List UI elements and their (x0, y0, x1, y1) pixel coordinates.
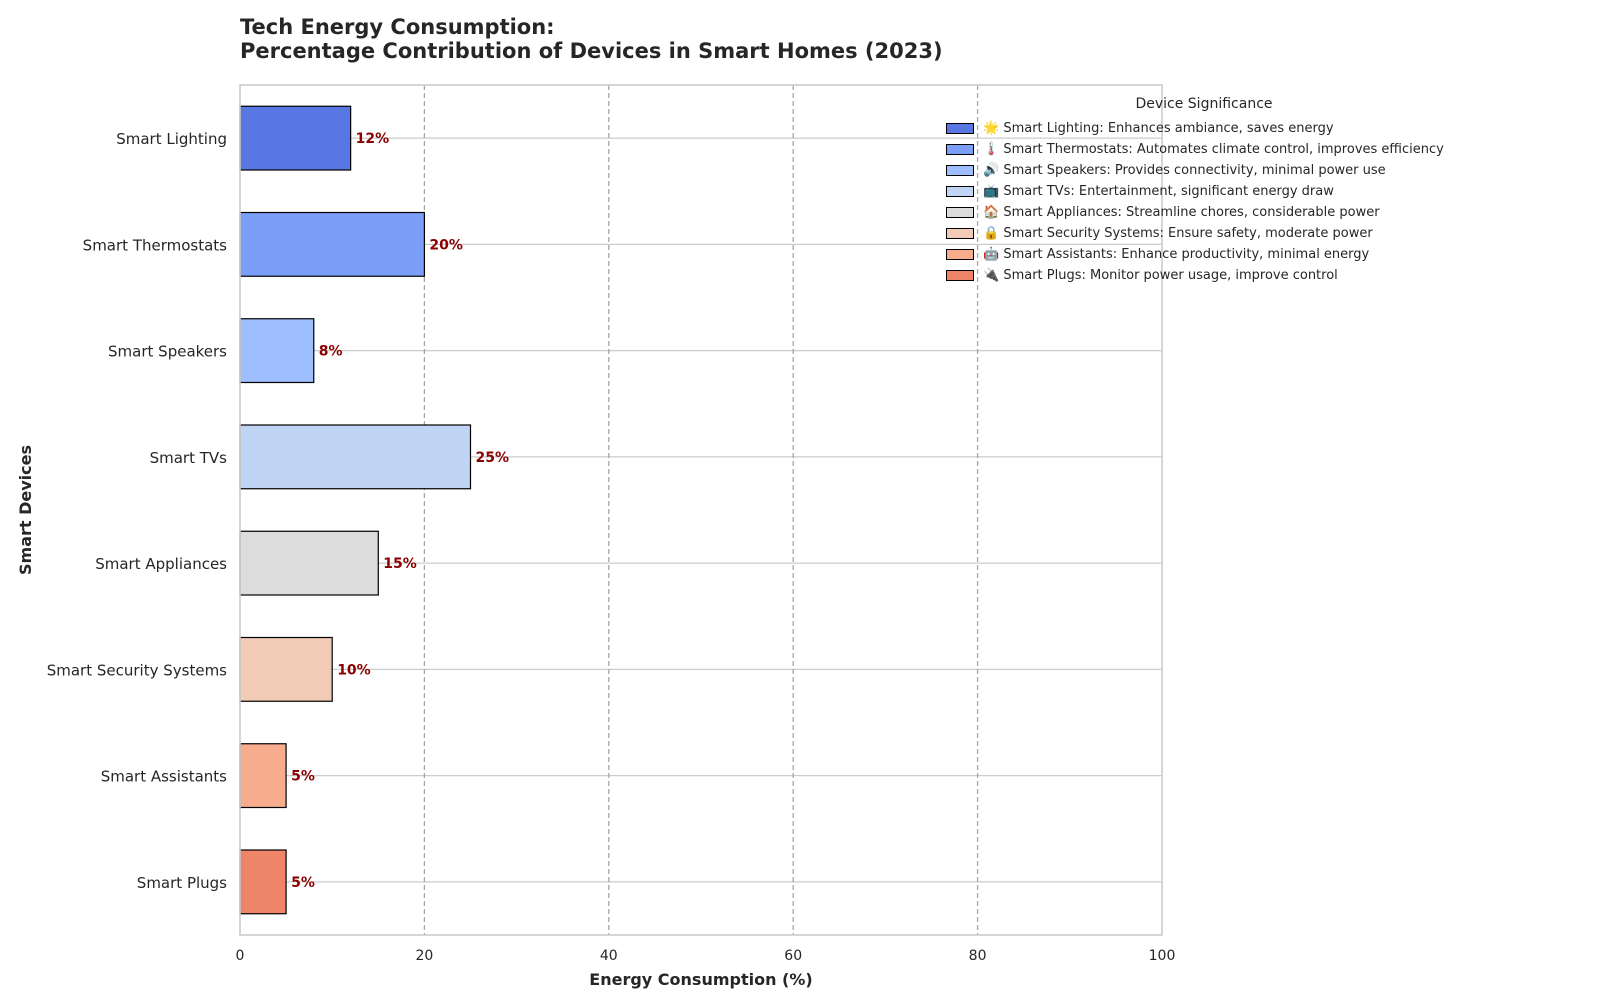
x-tick-label: 80 (969, 948, 987, 964)
legend-label: 🔌 Smart Plugs: Monitor power usage, impr… (983, 268, 1338, 283)
bar-value-label: 8% (319, 344, 343, 360)
legend-swatch (946, 144, 974, 155)
x-tick-label: 40 (600, 948, 618, 964)
legend-item: 📺 Smart TVs: Entertainment, significant … (936, 181, 1334, 202)
x-tick-label: 20 (415, 948, 433, 964)
bar (239, 424, 472, 490)
bar (239, 636, 333, 702)
legend-item: 🤖 Smart Assistants: Enhance productivity… (936, 244, 1369, 265)
bar-value-label: 12% (356, 131, 390, 147)
legend-label: 🌟 Smart Lighting: Enhances ambiance, sav… (983, 121, 1334, 136)
legend-label: 🏠 Smart Appliances: Streamline chores, c… (983, 205, 1380, 220)
bar-value-label: 5% (291, 875, 315, 891)
y-tick-label: Smart Appliances (95, 555, 227, 573)
y-tick-label: Smart TVs (150, 449, 228, 467)
x-tick-label: 0 (236, 948, 245, 964)
legend-swatch (946, 270, 974, 281)
legend-label: 🌡️ Smart Thermostats: Automates climate … (983, 142, 1444, 157)
chart-subtitle: Percentage Contribution of Devices in Sm… (240, 39, 943, 63)
bar (239, 743, 287, 809)
bar (239, 849, 287, 915)
legend-item: 🌟 Smart Lighting: Enhances ambiance, sav… (936, 118, 1334, 139)
legend-swatch (946, 249, 974, 260)
legend-swatch (946, 186, 974, 197)
bar-value-label: 15% (383, 556, 417, 572)
legend-label: 📺 Smart TVs: Entertainment, significant … (983, 184, 1334, 199)
legend-item: 🌡️ Smart Thermostats: Automates climate … (936, 139, 1444, 160)
bar (239, 530, 379, 596)
bar-value-label: 5% (291, 769, 315, 785)
y-tick-label: Smart Assistants (101, 768, 227, 786)
x-tick-label: 60 (784, 948, 802, 964)
bar-value-label: 25% (476, 450, 510, 466)
legend-label: 🔊 Smart Speakers: Provides connectivity,… (983, 163, 1386, 178)
chart-title: Tech Energy Consumption: Percentage Cont… (240, 15, 943, 63)
legend-swatch (946, 228, 974, 239)
bar (239, 211, 425, 277)
bar-value-label: 20% (429, 237, 463, 253)
y-tick-label: Smart Thermostats (83, 236, 228, 254)
bar (239, 105, 352, 171)
legend-swatch (946, 207, 974, 218)
y-tick-label: Smart Plugs (137, 874, 227, 892)
legend-item: 🔒 Smart Security Systems: Ensure safety,… (936, 223, 1373, 244)
plot-frame (239, 84, 1163, 936)
bar-value-label: 10% (337, 662, 371, 678)
x-axis-label: Energy Consumption (%) (589, 970, 812, 989)
bar (239, 318, 315, 384)
legend-item: 🏠 Smart Appliances: Streamline chores, c… (936, 202, 1380, 223)
legend-label: 🤖 Smart Assistants: Enhance productivity… (983, 247, 1370, 262)
legend-label: 🔒 Smart Security Systems: Ensure safety,… (983, 226, 1373, 241)
legend-item: 🔊 Smart Speakers: Provides connectivity,… (936, 160, 1386, 181)
legend-item: 🔌 Smart Plugs: Monitor power usage, impr… (936, 265, 1338, 286)
legend-swatch (946, 123, 974, 134)
legend-title: Device Significance (1135, 96, 1273, 112)
legend-swatch (946, 165, 974, 176)
y-tick-label: Smart Security Systems (47, 661, 227, 679)
y-tick-label: Smart Lighting (116, 130, 227, 148)
x-tick-label: 100 (1149, 948, 1176, 964)
chart-title-line1: Tech Energy Consumption: (240, 15, 555, 39)
y-tick-label: Smart Speakers (108, 343, 227, 361)
y-axis-label: Smart Devices (16, 445, 35, 575)
